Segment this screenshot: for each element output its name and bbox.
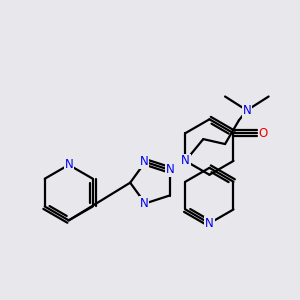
Text: N: N <box>242 104 251 117</box>
Text: O: O <box>259 127 268 140</box>
Text: N: N <box>181 154 190 167</box>
Text: N: N <box>205 217 214 230</box>
Text: N: N <box>64 158 73 171</box>
Text: N: N <box>140 197 148 210</box>
Text: N: N <box>166 164 175 176</box>
Text: N: N <box>140 155 148 169</box>
